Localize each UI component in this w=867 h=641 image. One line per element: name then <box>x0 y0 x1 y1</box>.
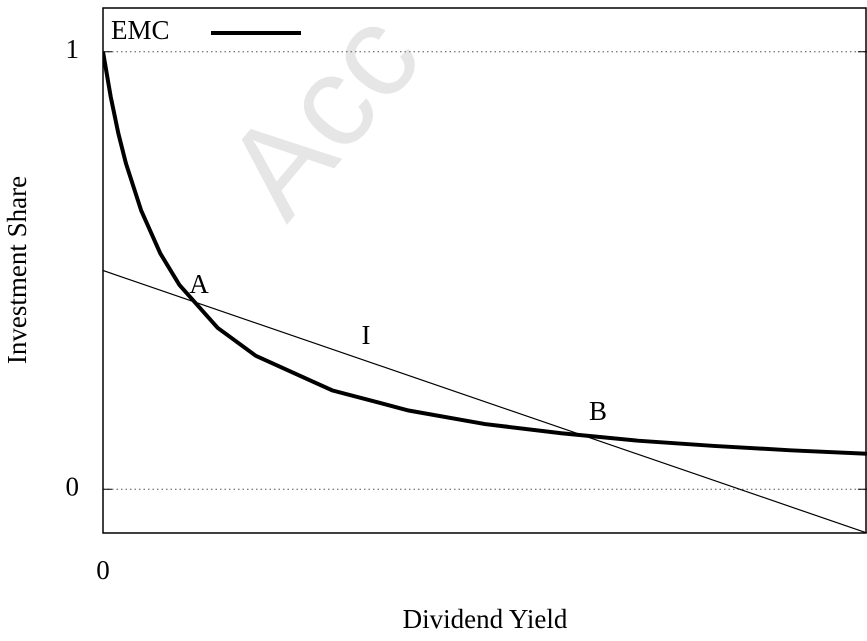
annotation: B <box>589 396 607 426</box>
line-series <box>103 269 867 533</box>
x-axis-label: Dividend Yield <box>403 604 568 634</box>
x-tick-label: 0 <box>96 555 110 585</box>
annotation: A <box>189 269 209 299</box>
y-tick-label: 0 <box>66 471 80 501</box>
watermark: Acc <box>196 0 447 243</box>
line-series <box>103 51 867 456</box>
plot-frame <box>102 7 867 534</box>
annotation: I <box>362 320 371 350</box>
y-axis-label: Investment Share <box>2 176 32 364</box>
legend-label: EMC <box>111 15 170 45</box>
y-tick-label: 1 <box>66 34 80 64</box>
